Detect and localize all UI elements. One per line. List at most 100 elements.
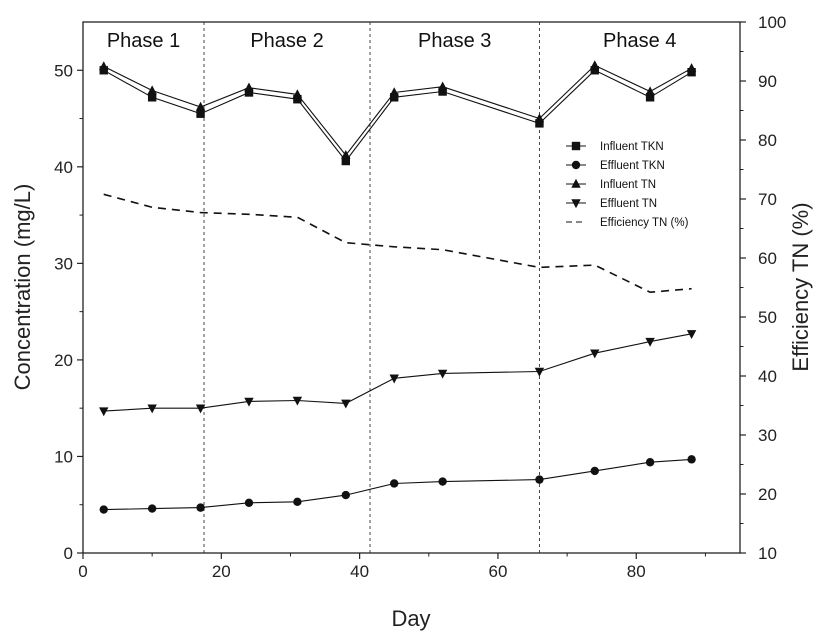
data-point xyxy=(244,88,254,97)
data-point xyxy=(244,82,254,92)
data-point xyxy=(389,87,399,97)
data-point xyxy=(645,86,655,96)
y2-tick-label: 20 xyxy=(758,485,777,504)
legend-marker xyxy=(571,178,581,188)
data-point xyxy=(687,455,696,464)
legend: Influent TKN Effluent TKN Influent TN Efflu… xyxy=(566,141,689,229)
series-line xyxy=(103,64,692,157)
legend-label: Effluent TKN xyxy=(600,160,665,172)
series-0 xyxy=(99,66,696,166)
data-point xyxy=(99,505,108,514)
legend-marker xyxy=(571,199,581,209)
y2-tick-label: 70 xyxy=(758,190,777,209)
x-tick-label: 80 xyxy=(627,562,646,581)
x-tick-label: 20 xyxy=(212,562,231,581)
y2-tick-label: 50 xyxy=(758,308,777,327)
data-point xyxy=(590,60,600,70)
phase-label: Phase 1 xyxy=(107,30,180,52)
phase-dividers: Phase 1 Phase 2 Phase 3 Phase 4 xyxy=(107,22,676,553)
data-point xyxy=(686,63,697,73)
data-point xyxy=(534,367,545,377)
y2-tick-label: 30 xyxy=(758,426,777,445)
series-layer xyxy=(99,60,697,514)
series-2 xyxy=(99,60,697,159)
y2-tick-label: 80 xyxy=(758,131,777,150)
data-point xyxy=(293,497,302,507)
y-tick-label: 0 xyxy=(64,544,73,563)
y2-axis-title: Efficiency TN (%) xyxy=(788,202,813,371)
y2-tick-label: 100 xyxy=(758,13,786,32)
y-tick-label: 20 xyxy=(54,351,73,370)
series-4 xyxy=(103,193,692,294)
x-tick-label: 0 xyxy=(78,562,87,581)
series-line xyxy=(103,458,692,511)
data-point xyxy=(341,156,350,166)
x-tick-label: 60 xyxy=(488,562,507,581)
series-3 xyxy=(99,330,697,417)
series-line xyxy=(103,193,692,294)
data-point xyxy=(195,404,206,414)
data-point xyxy=(293,95,302,104)
data-point xyxy=(341,150,351,159)
y2-tick-label: 90 xyxy=(758,72,777,91)
y-axis-title: Concentration (mg/L) xyxy=(10,184,35,391)
y2-tick-label: 40 xyxy=(758,367,777,386)
series-line xyxy=(103,69,692,162)
data-point xyxy=(341,399,351,409)
data-point xyxy=(437,81,448,91)
data-point xyxy=(292,396,303,406)
phase-label: Phase 3 xyxy=(418,30,491,52)
data-point xyxy=(99,407,109,417)
data-point xyxy=(645,458,655,467)
data-point xyxy=(590,66,599,75)
data-point xyxy=(390,479,399,488)
axis-layer: 0 20 40 60 80 0 10 20 30 40 50 10 20 30 40 50 60 70 80 90 10… xyxy=(54,13,786,581)
legend-marker xyxy=(571,160,581,170)
data-point xyxy=(99,66,108,75)
data-point xyxy=(438,477,447,486)
data-point xyxy=(590,466,599,476)
data-point xyxy=(645,337,655,347)
phase-label: Phase 2 xyxy=(250,30,323,52)
data-point xyxy=(147,504,157,513)
data-point xyxy=(341,490,350,500)
data-point xyxy=(99,61,109,71)
legend-label: Influent TN xyxy=(600,179,656,191)
x-tick-label: 40 xyxy=(350,562,369,581)
legend-label: Efficiency TN (%) xyxy=(600,217,689,229)
data-point xyxy=(292,89,303,99)
data-point xyxy=(535,475,544,484)
legend-marker xyxy=(571,141,581,151)
data-point xyxy=(244,498,254,507)
data-point xyxy=(147,93,157,102)
legend-label: Influent TKN xyxy=(600,141,664,153)
y2-tick-label: 10 xyxy=(758,544,777,563)
data-point xyxy=(590,349,600,359)
y2-tick-label: 60 xyxy=(758,249,777,268)
data-point xyxy=(196,503,205,512)
y-tick-label: 10 xyxy=(54,447,73,466)
data-point xyxy=(534,113,545,123)
data-point xyxy=(196,109,205,118)
phase-label: Phase 4 xyxy=(603,30,676,52)
y-tick-label: 50 xyxy=(54,61,73,80)
y-tick-label: 40 xyxy=(54,158,73,177)
data-point xyxy=(535,119,544,128)
data-point xyxy=(147,85,157,95)
data-point xyxy=(438,87,447,96)
data-point xyxy=(686,330,697,340)
x-axis-title: Day xyxy=(391,606,430,631)
data-point xyxy=(244,397,254,407)
data-point xyxy=(389,374,399,384)
data-point xyxy=(195,101,206,111)
data-point xyxy=(147,404,157,414)
y-tick-label: 30 xyxy=(54,254,73,273)
data-point xyxy=(437,369,448,379)
legend-label: Effluent TN xyxy=(600,198,657,210)
data-point xyxy=(687,68,696,77)
series-1 xyxy=(99,455,696,514)
series-line xyxy=(103,333,692,412)
data-point xyxy=(390,93,399,102)
data-point xyxy=(645,93,655,102)
